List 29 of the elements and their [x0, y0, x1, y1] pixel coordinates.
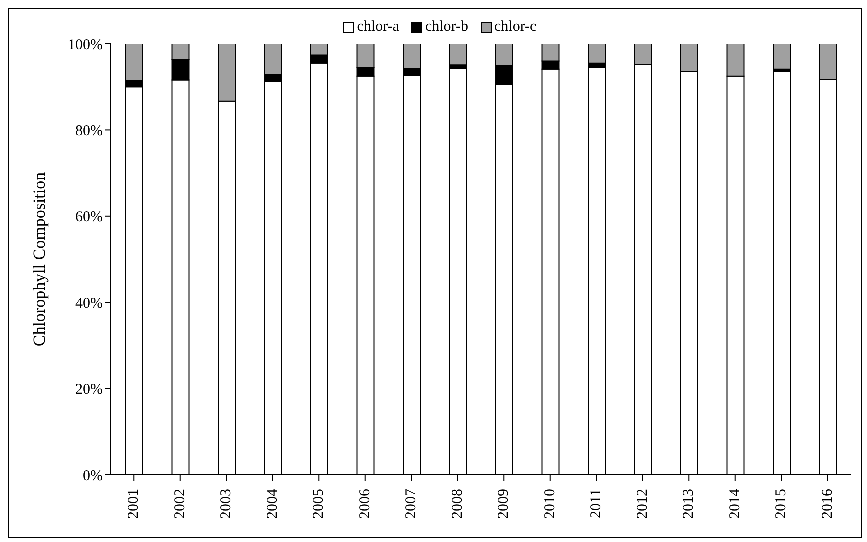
y-tick-label: 40%: [76, 296, 103, 312]
y-tick-label: 60%: [76, 210, 103, 226]
legend-label: chlor-b: [425, 19, 468, 36]
x-tick-label: 2009: [496, 489, 512, 519]
x-tick-label: 2012: [634, 489, 651, 519]
x-tick-label: 2010: [542, 489, 558, 519]
x-tick-label: 2001: [126, 489, 142, 519]
bar: [588, 44, 606, 64]
x-tick-label: 2002: [172, 489, 188, 519]
x-tick-label: 2006: [357, 488, 374, 519]
y-tick-label: 20%: [76, 382, 103, 398]
bar: [773, 44, 791, 70]
legend-label: chlor-a: [357, 19, 400, 36]
x-tick-label: 2014: [727, 488, 744, 519]
bar: [449, 44, 468, 66]
x-tick-label: 2013: [681, 489, 698, 519]
x-tick-label: 2003: [218, 489, 235, 519]
x-tick-label: 2015: [774, 489, 790, 519]
y-tick-label: 80%: [76, 124, 103, 140]
y-tick-label: 100%: [68, 37, 103, 54]
x-tick-label: 2008: [450, 489, 466, 519]
legend-label: chlor-c: [494, 19, 537, 36]
y-axis-title: Chlorophyll Composition: [30, 172, 50, 347]
x-tick-label: 2005: [311, 489, 328, 519]
x-tick-label: 2016: [820, 488, 836, 519]
y-tick-label: 0%: [83, 468, 103, 484]
x-tick-label: 2011: [588, 489, 605, 518]
x-tick-label: 2004: [264, 488, 281, 519]
x-tick-label: 2007: [404, 488, 420, 519]
